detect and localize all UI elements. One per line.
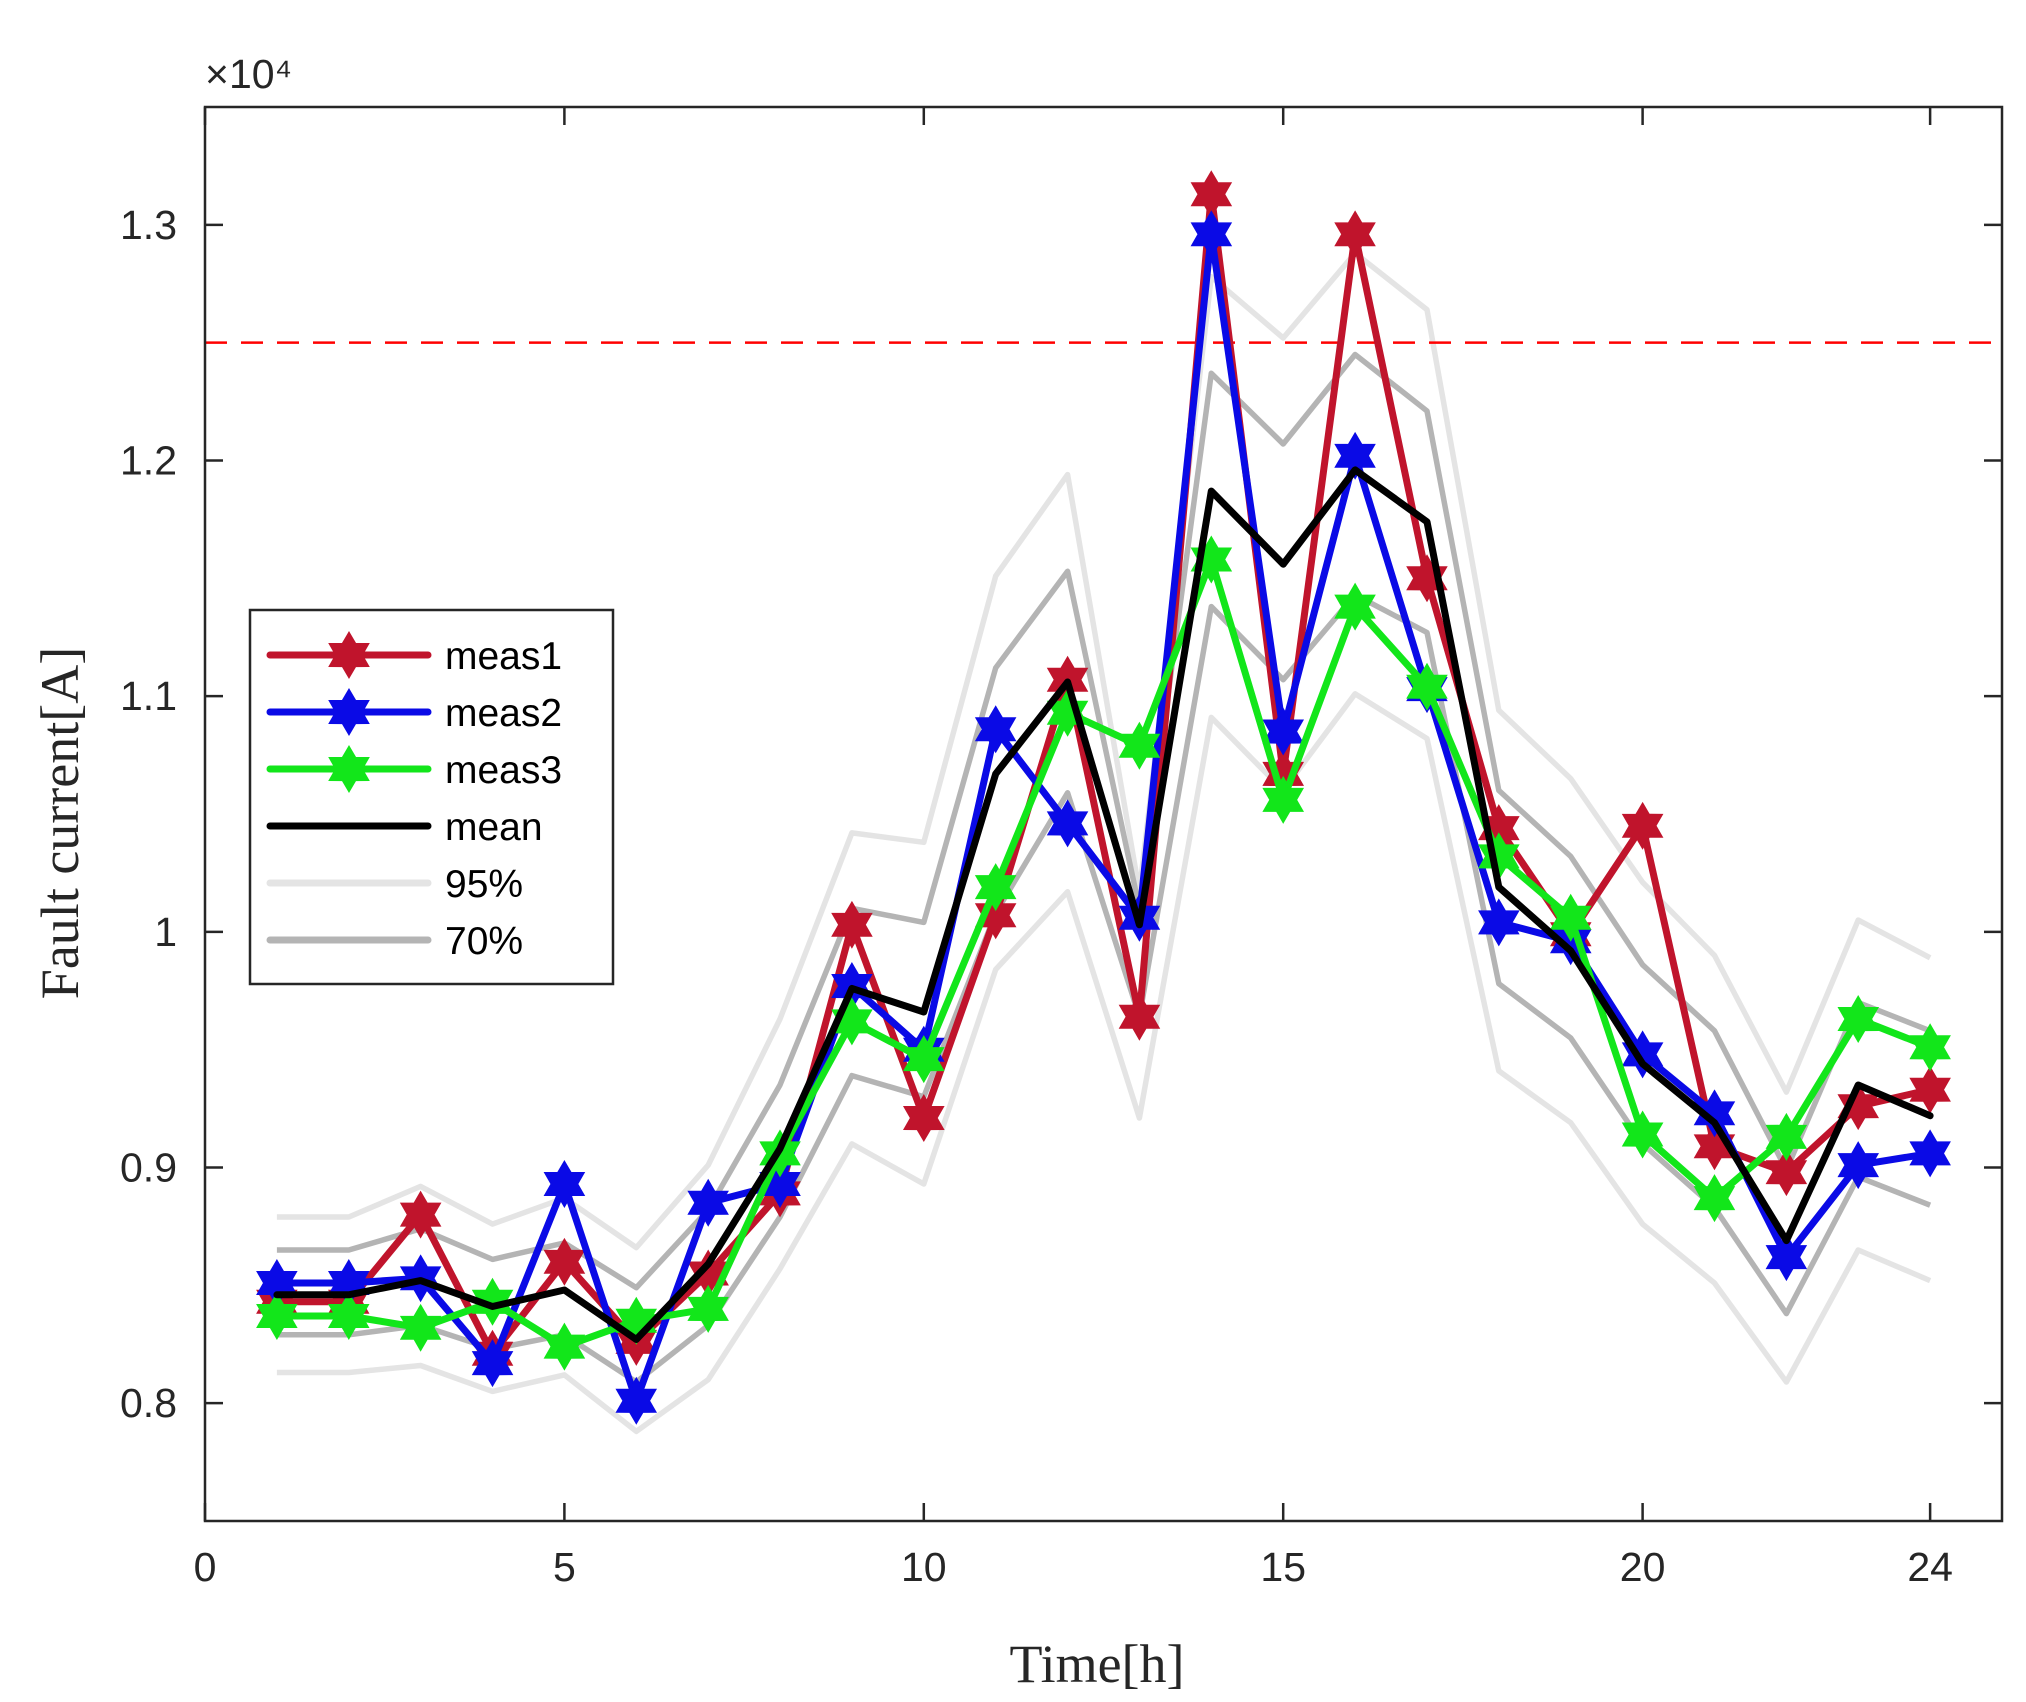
- legend-label: mean: [445, 806, 543, 849]
- x-tick-label: 5: [553, 1544, 576, 1590]
- data-point-meas3: [471, 1277, 514, 1326]
- data-point-meas3: [1262, 775, 1305, 824]
- series-line-meas1: [273, 190, 1934, 1358]
- data-point-meas1: [399, 1190, 442, 1239]
- band-line-70pct-band-upper: [276, 351, 1932, 1291]
- data-point-meas2: [1334, 431, 1376, 480]
- data-point-meas1: [831, 900, 873, 949]
- legend-marker: [328, 631, 370, 679]
- data-point-meas1: [1765, 1148, 1808, 1197]
- legend-label: 70%: [445, 920, 523, 963]
- legend-marker: [328, 745, 370, 793]
- data-point-meas2: [687, 1178, 729, 1227]
- data-point-meas1: [1334, 210, 1376, 259]
- data-point-meas3: [327, 1292, 370, 1341]
- data-point-meas2: [615, 1376, 658, 1425]
- y-exponent-label: ×10⁴: [205, 51, 292, 97]
- legend-entry-95pct: 95%: [266, 863, 523, 906]
- y-tick-label: 0.8: [120, 1380, 177, 1426]
- series-line-mean: [273, 466, 1934, 1343]
- data-point-meas2: [1190, 210, 1233, 259]
- data-point-meas2: [974, 705, 1017, 754]
- axes: 0 5 10 15 20 24 0.8 0.9 1 1.1 1.2 1.3: [120, 105, 2004, 1590]
- data-point-meas1: [1621, 801, 1664, 850]
- legend-label: meas1: [445, 635, 562, 678]
- data-point-meas2: [1765, 1233, 1808, 1282]
- x-tick-label: 15: [1260, 1544, 1306, 1590]
- data-point-meas3: [902, 1035, 945, 1084]
- data-point-meas2: [1837, 1141, 1880, 1190]
- legend-label: meas3: [445, 749, 562, 792]
- data-point-meas3: [1909, 1023, 1951, 1072]
- data-point-meas3: [1693, 1174, 1736, 1223]
- data-point-meas3: [687, 1284, 729, 1333]
- data-point-meas3: [399, 1303, 442, 1352]
- data-point-meas1: [1118, 992, 1161, 1041]
- data-point-meas3: [974, 863, 1017, 912]
- data-point-meas2: [1046, 799, 1089, 848]
- data-point-meas2: [1909, 1129, 1951, 1178]
- series-lines: [256, 170, 1951, 1425]
- series-mean: [273, 466, 1934, 1343]
- data-point-meas3: [1549, 893, 1592, 942]
- legend-entry-meas3: meas3: [266, 745, 562, 793]
- legend-entry-70pct: 70%: [266, 920, 523, 963]
- legend-entry-mean: mean: [266, 806, 543, 849]
- data-point-meas2: [543, 1160, 586, 1208]
- y-tick-label: 1.1: [120, 673, 177, 719]
- legend-label: 95%: [445, 863, 523, 906]
- data-point-meas2: [1478, 898, 1520, 947]
- data-point-meas1: [902, 1094, 945, 1142]
- data-point-meas1: [1909, 1065, 1951, 1114]
- data-point-meas3: [1837, 994, 1880, 1043]
- data-point-meas3: [1406, 662, 1448, 711]
- data-point-meas2: [471, 1339, 514, 1388]
- data-point-meas3: [1765, 1112, 1808, 1161]
- y-tick-label: 1: [154, 909, 177, 955]
- x-tick-label: 20: [1620, 1544, 1666, 1590]
- y-axis-title: Fault current[A]: [30, 647, 90, 999]
- data-point-meas3: [1334, 582, 1376, 631]
- y-tick-label: 1.3: [120, 202, 177, 248]
- legend-entry-meas2: meas2: [266, 688, 562, 736]
- legend: meas1 meas2 meas3 mean 95% 70%: [248, 608, 615, 986]
- data-point-meas3: [1621, 1110, 1664, 1159]
- x-tick-label: 24: [1907, 1544, 1953, 1590]
- x-tick-label: 10: [901, 1544, 947, 1590]
- legend-entry-meas1: meas1: [266, 631, 562, 679]
- y-tick-label: 1.2: [120, 438, 177, 484]
- legend-label: meas2: [445, 692, 562, 735]
- data-point-meas2: [1693, 1089, 1736, 1138]
- data-point-meas3: [543, 1322, 586, 1371]
- legend-marker: [328, 688, 370, 736]
- band-line-95pct-band-lower: [276, 691, 1932, 1435]
- plot-frame: [203, 105, 2004, 1523]
- series-meas3: [256, 535, 1951, 1371]
- legend-box: [248, 608, 615, 986]
- x-axis-title: Time[h]: [1009, 1634, 1184, 1694]
- data-point-meas2: [1262, 707, 1305, 756]
- data-point-meas3: [256, 1292, 298, 1340]
- x-tick-label: 0: [194, 1544, 217, 1590]
- data-point-meas3: [1118, 721, 1161, 770]
- y-tick-label: 0.9: [120, 1145, 177, 1191]
